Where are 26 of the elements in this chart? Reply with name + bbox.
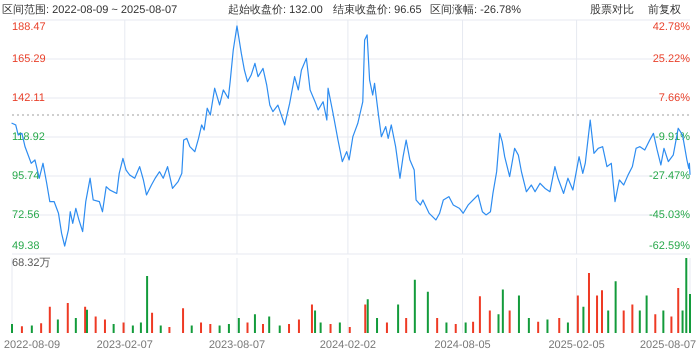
y2-tick-label: -45.03%: [649, 209, 690, 222]
annotation: 68.32万: [12, 257, 51, 269]
y2-tick-label: 7.66%: [658, 92, 690, 104]
x-tick-label: 2023-08-07: [208, 339, 266, 351]
text: 区间涨幅: -26.78%: [430, 4, 522, 16]
y-tick-label: 188.47: [12, 21, 46, 33]
text: 前复权: [648, 4, 681, 16]
y-tick-label: 72.56: [12, 209, 40, 222]
x-tick-label: 2024-02-02: [320, 339, 376, 351]
text: 起始收盘价: 132.00: [228, 4, 323, 16]
x-tick-label: 2024-08-05: [434, 339, 491, 351]
x-tick-label: 2022-08-09: [4, 339, 60, 351]
y2-tick-label: 42.78%: [652, 21, 690, 33]
text: 股票对比: [590, 3, 634, 16]
y-tick-label: 95.74: [12, 170, 40, 182]
x-tick-label: 2025-02-05: [548, 339, 605, 351]
y2-tick-label: -62.59%: [649, 240, 690, 252]
text: 区间范围: 2022-08-09 ~ 2025-08-07: [2, 3, 178, 16]
y-tick-label: 142.11: [12, 92, 45, 104]
text: 结束收盘价: 96.65: [333, 3, 422, 16]
y-tick-label: 165.29: [12, 52, 46, 65]
y2-tick-label: -27.47%: [649, 170, 690, 182]
x-tick-label: 2025-08-07: [640, 339, 696, 351]
y2-tick-label: 25.22%: [652, 52, 690, 65]
y-tick-label: 49.38: [12, 240, 40, 252]
x-tick-label: 2023-02-07: [96, 339, 153, 351]
